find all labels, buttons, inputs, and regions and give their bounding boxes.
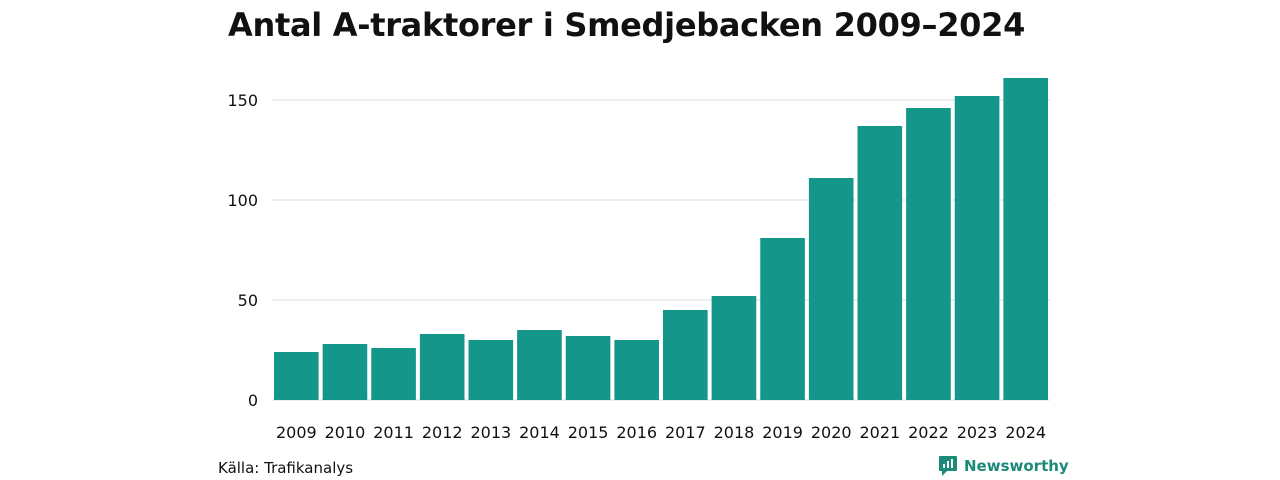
x-tick-label-2014: 2014 <box>519 423 560 442</box>
bar-2021 <box>857 126 903 400</box>
x-tick-label-2016: 2016 <box>616 423 657 442</box>
x-axis-ticks: 2009 2010 2011 2012 2013 2014 2015 2016 2017 2018… <box>276 423 1046 442</box>
brand-label: Newsworthy <box>964 457 1069 475</box>
x-tick-label-2024: 2024 <box>1005 423 1046 442</box>
bar-2015 <box>565 336 611 400</box>
bars <box>274 78 1048 400</box>
x-tick-label-2020: 2020 <box>811 423 852 442</box>
x-tick-label-2017: 2017 <box>665 423 706 442</box>
x-tick-label-2013: 2013 <box>470 423 511 442</box>
bar-2020 <box>808 178 854 400</box>
brand: Newsworthy <box>938 455 1069 477</box>
bar-2010 <box>322 344 368 400</box>
bar-2014 <box>517 330 562 400</box>
x-tick-label-2019: 2019 <box>762 423 803 442</box>
y-tick-label-100: 100 <box>227 191 258 210</box>
y-tick-label-0: 0 <box>248 391 258 410</box>
bar-2013 <box>468 340 514 400</box>
x-tick-label-2018: 2018 <box>714 423 755 442</box>
bar-2019 <box>760 238 805 400</box>
bar-2024 <box>1003 78 1048 400</box>
x-tick-label-2022: 2022 <box>908 423 949 442</box>
x-tick-label-2023: 2023 <box>957 423 998 442</box>
bar-2018 <box>711 296 757 400</box>
x-tick-label-2011: 2011 <box>373 423 414 442</box>
y-tick-label-150: 150 <box>227 91 258 110</box>
bar-2012 <box>419 334 465 400</box>
bar-2022 <box>906 108 951 400</box>
bar-2023 <box>954 96 1000 400</box>
x-tick-label-2021: 2021 <box>859 423 900 442</box>
y-axis-ticks: 0 50 100 150 <box>227 91 258 410</box>
source-note: Källa: Trafikanalys <box>218 459 354 477</box>
bar-2017 <box>663 310 708 400</box>
bar-2016 <box>614 340 659 400</box>
newsworthy-logo-icon <box>939 456 957 476</box>
y-tick-label-50: 50 <box>238 291 258 310</box>
x-tick-label-2009: 2009 <box>276 423 317 442</box>
chart-title: Antal A-traktorer i Smedjebacken 2009–20… <box>228 6 1026 44</box>
bar-2011 <box>371 348 416 400</box>
x-tick-label-2015: 2015 <box>568 423 609 442</box>
bar-2009 <box>274 352 319 400</box>
x-tick-label-2010: 2010 <box>325 423 366 442</box>
x-tick-label-2012: 2012 <box>422 423 463 442</box>
